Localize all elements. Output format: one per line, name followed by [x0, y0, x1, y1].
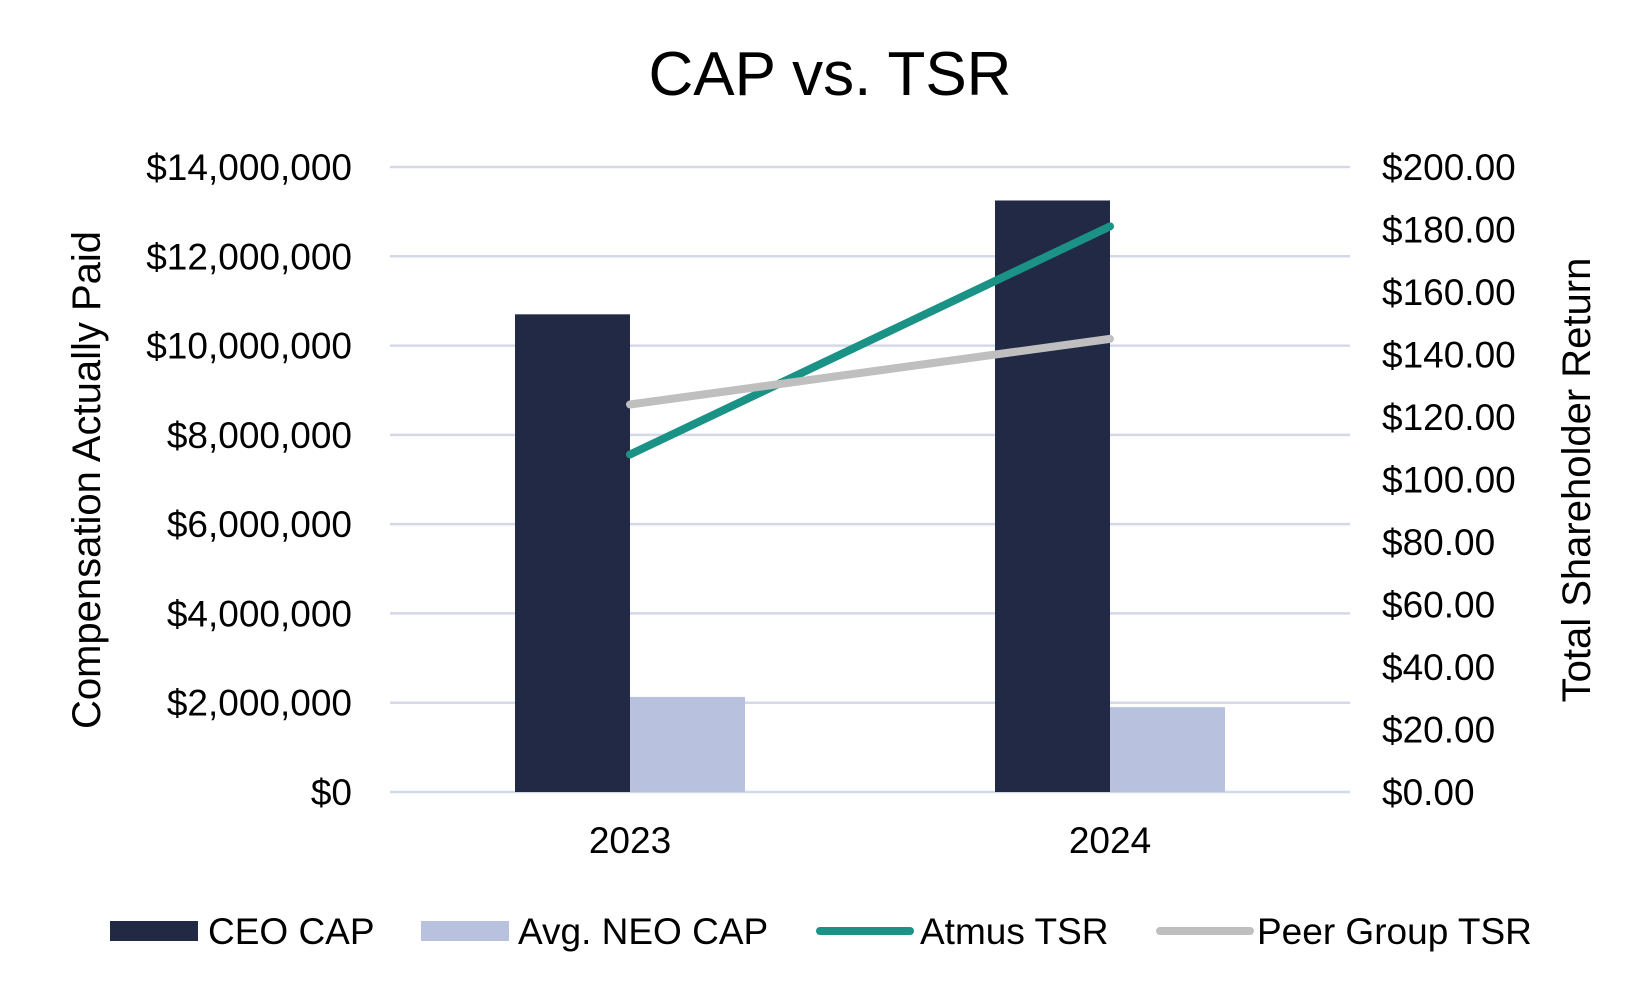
left-tick-label: $2,000,000 — [167, 683, 352, 724]
legend-label-avg-neo-cap: Avg. NEO CAP — [518, 911, 768, 952]
tsr-lines — [626, 222, 1114, 459]
avg-neo-cap-bar — [1110, 707, 1225, 792]
x-axis-ticks: 2023 2024 — [589, 820, 1151, 861]
legend-label-atmus-tsr: Atmus TSR — [920, 911, 1108, 952]
right-axis-ticks: $0.00 $20.00 $40.00 $60.00 $80.00 $100.00 $120… — [1382, 147, 1516, 813]
right-tick-label: $180.00 — [1382, 210, 1516, 251]
legend: CEO CAP Avg. NEO CAP Atmus TSR Peer Group T… — [110, 911, 1532, 952]
peer-group-tsr-line — [626, 334, 1114, 409]
left-axis-ticks: $0 $2,000,000 $4,000,000 $6,000,000 $8,000,0… — [146, 147, 352, 813]
left-tick-label: $14,000,000 — [146, 147, 352, 188]
right-tick-label: $120.00 — [1382, 397, 1516, 438]
right-tick-label: $160.00 — [1382, 272, 1516, 313]
right-tick-label: $140.00 — [1382, 335, 1516, 376]
right-tick-label: $100.00 — [1382, 460, 1516, 501]
left-tick-label: $4,000,000 — [167, 593, 352, 634]
left-tick-label: $0 — [311, 772, 352, 813]
legend-label-peer-group-tsr: Peer Group TSR — [1257, 911, 1532, 952]
avg-neo-cap-bar — [630, 696, 745, 792]
right-axis-label: Total Shareholder Return — [1555, 258, 1599, 703]
chart-title: CAP vs. TSR — [649, 40, 1012, 109]
right-tick-label: $0.00 — [1382, 772, 1475, 813]
x-tick-label: 2023 — [589, 820, 671, 861]
right-tick-label: $60.00 — [1382, 585, 1495, 626]
ceo-cap-bar — [995, 200, 1110, 792]
legend-swatch-avg-neo-cap — [421, 921, 509, 941]
right-tick-label: $80.00 — [1382, 522, 1495, 563]
left-tick-label: $8,000,000 — [167, 415, 352, 456]
left-axis-label: Compensation Actually Paid — [65, 231, 109, 729]
left-tick-label: $10,000,000 — [146, 326, 352, 367]
right-tick-label: $40.00 — [1382, 647, 1495, 688]
legend-label-ceo-cap: CEO CAP — [208, 911, 375, 952]
left-tick-label: $6,000,000 — [167, 504, 352, 545]
right-tick-label: $20.00 — [1382, 710, 1495, 751]
x-tick-label: 2024 — [1069, 820, 1151, 861]
bars — [515, 200, 1225, 792]
left-tick-label: $12,000,000 — [146, 236, 352, 277]
right-tick-label: $200.00 — [1382, 147, 1516, 188]
atmus-tsr-line — [626, 222, 1114, 459]
ceo-cap-bar — [515, 314, 630, 792]
legend-swatch-ceo-cap — [110, 921, 198, 941]
